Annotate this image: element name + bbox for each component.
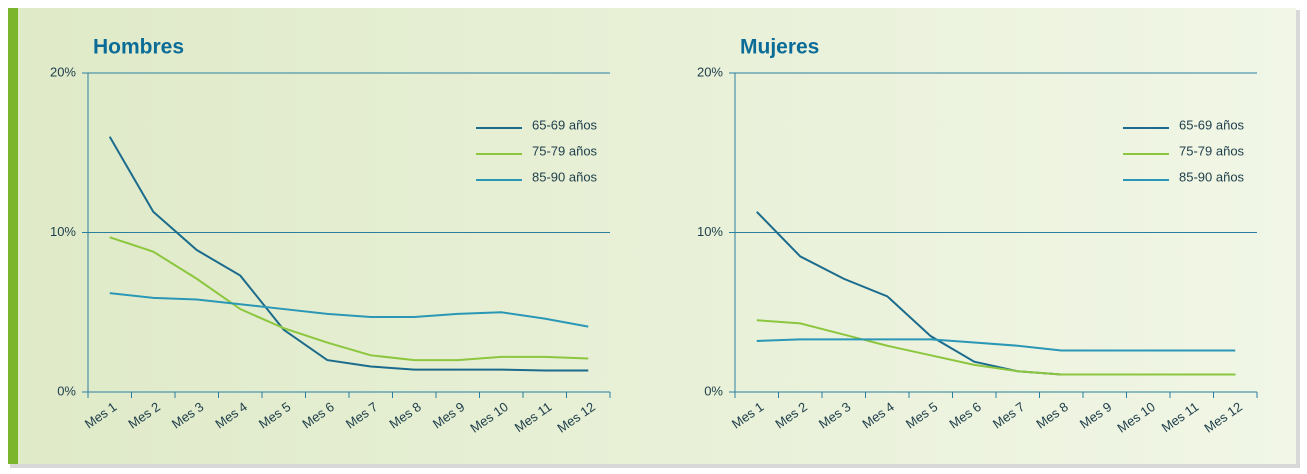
chart-title: Hombres bbox=[93, 36, 184, 59]
y-tick-label: 20% bbox=[697, 64, 723, 79]
chart-title: Mujeres bbox=[740, 36, 819, 59]
legend-label: 75-79 años bbox=[1179, 143, 1245, 158]
y-tick-label: 20% bbox=[50, 64, 76, 79]
series-line bbox=[109, 292, 589, 328]
series-line bbox=[756, 319, 1236, 376]
legend-label: 65-69 años bbox=[532, 117, 598, 132]
series-line bbox=[756, 338, 1236, 352]
panel-background bbox=[8, 8, 1296, 464]
legend-label: 65-69 años bbox=[1179, 117, 1245, 132]
legend-label: 75-79 años bbox=[532, 143, 598, 158]
y-tick-label: 10% bbox=[50, 224, 76, 239]
accent-bar bbox=[8, 8, 18, 464]
y-tick-label: 10% bbox=[697, 224, 723, 239]
legend-label: 85-90 años bbox=[532, 169, 598, 184]
series-line bbox=[109, 236, 589, 362]
y-tick-label: 0% bbox=[704, 383, 723, 398]
legend-label: 85-90 años bbox=[1179, 169, 1245, 184]
series-line bbox=[108, 136, 589, 372]
y-tick-label: 0% bbox=[57, 383, 76, 398]
